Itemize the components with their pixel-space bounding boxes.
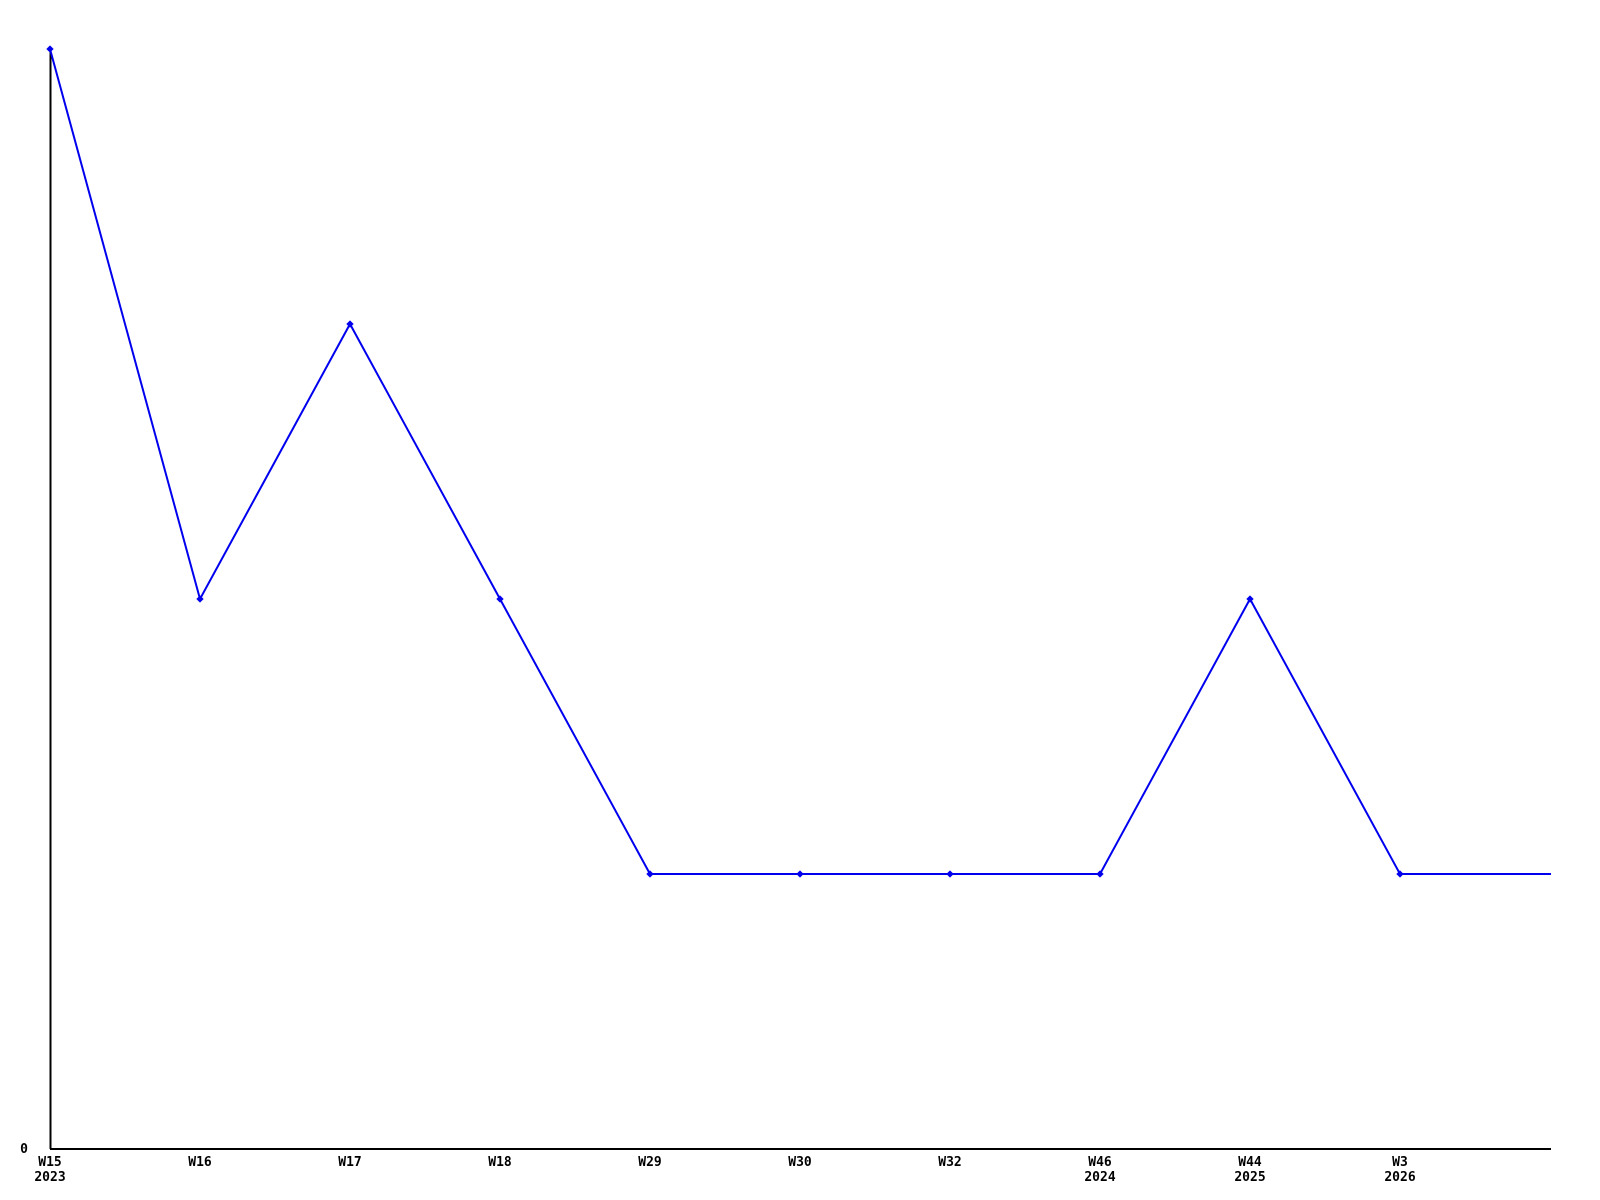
x-tick-year-label: 2023 (34, 1170, 65, 1185)
data-point-markers-group (46, 45, 1404, 878)
x-tick-label: W29 (638, 1155, 661, 1170)
data-point-marker (1246, 595, 1254, 603)
data-point-marker (1096, 870, 1104, 878)
x-tick-label: W18 (488, 1155, 512, 1170)
data-point-marker (346, 320, 354, 328)
x-tick-year-label: 2026 (1384, 1170, 1415, 1185)
x-tick-label: W16 (188, 1155, 212, 1170)
series-polyline (49, 48, 1551, 875)
data-point-marker (796, 870, 804, 878)
x-tick-label: W46 (1088, 1155, 1112, 1170)
x-tick-year-label: 2025 (1234, 1170, 1265, 1185)
x-tick-label: W32 (938, 1155, 961, 1170)
series-line-group (49, 48, 1551, 875)
data-point-marker (196, 595, 204, 603)
data-point-marker (46, 45, 54, 53)
data-point-marker (646, 870, 654, 878)
data-point-marker (946, 870, 954, 878)
x-tick-label: W15 (38, 1155, 61, 1170)
x-tick-label: W44 (1238, 1155, 1262, 1170)
data-point-marker (496, 595, 504, 603)
y-axis-zero-label: 0 (20, 1142, 28, 1157)
x-tick-label: W3 (1392, 1155, 1408, 1170)
data-point-marker (1396, 870, 1404, 878)
x-tick-label: W17 (338, 1155, 361, 1170)
x-tick-label: W30 (788, 1155, 812, 1170)
x-tick-year-label: 2024 (1084, 1170, 1115, 1185)
